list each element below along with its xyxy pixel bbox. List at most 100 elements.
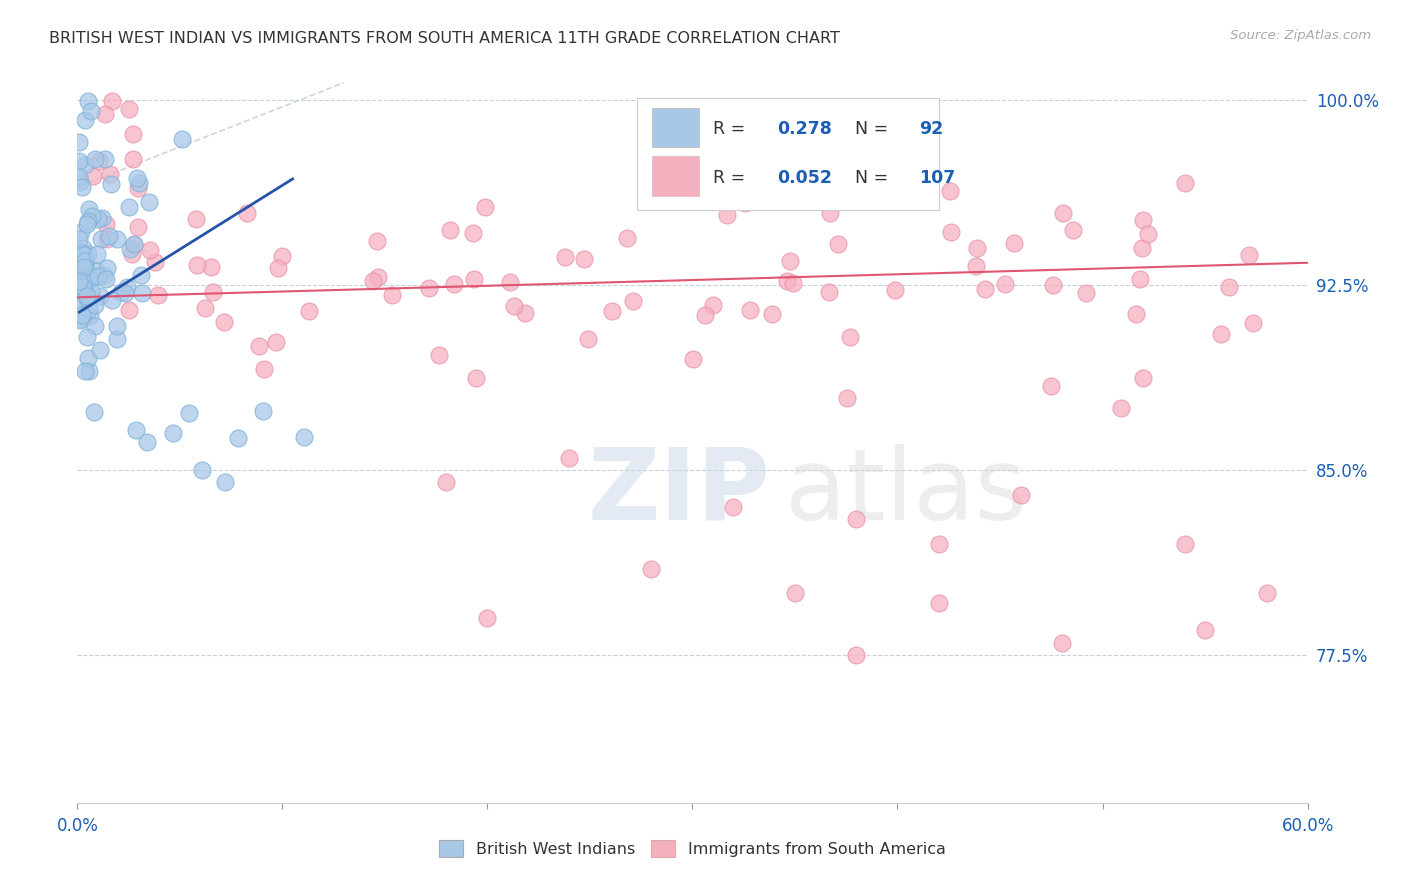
Point	[381, 288, 404, 302]
Point	[702, 298, 724, 312]
Point	[77, 94, 100, 108]
Point	[94, 272, 117, 286]
Point	[723, 500, 745, 514]
Point	[464, 371, 486, 385]
Legend: British West Indians, Immigrants from South America: British West Indians, Immigrants from So…	[433, 834, 952, 863]
Point	[135, 435, 157, 450]
Point	[818, 206, 841, 220]
Text: R =: R =	[713, 169, 751, 186]
Point	[1109, 401, 1132, 415]
Point	[783, 586, 806, 600]
Point	[72, 309, 94, 323]
Point	[439, 223, 461, 237]
Point	[827, 236, 849, 251]
Point	[83, 405, 105, 419]
Point	[782, 276, 804, 290]
Point	[87, 269, 110, 284]
Point	[1050, 635, 1073, 649]
Point	[1132, 213, 1154, 227]
Point	[779, 254, 801, 268]
Point	[72, 262, 94, 277]
FancyBboxPatch shape	[637, 98, 939, 211]
Point	[1010, 487, 1032, 501]
Point	[76, 291, 98, 305]
Point	[70, 225, 93, 239]
Point	[818, 285, 841, 299]
Point	[121, 247, 143, 261]
Point	[640, 561, 662, 575]
Point	[118, 303, 141, 318]
Point	[72, 180, 94, 194]
Point	[96, 261, 118, 276]
Point	[84, 153, 107, 167]
Text: N =: N =	[855, 120, 894, 137]
Point	[91, 211, 114, 225]
Point	[928, 537, 950, 551]
Point	[67, 169, 90, 184]
Point	[105, 318, 128, 333]
Point	[162, 426, 184, 441]
Point	[146, 287, 169, 301]
Point	[1074, 285, 1097, 300]
Point	[761, 307, 783, 321]
Point	[443, 277, 465, 291]
Point	[67, 154, 90, 169]
Point	[94, 106, 117, 120]
Point	[621, 294, 644, 309]
Point	[994, 277, 1017, 292]
Point	[1039, 378, 1062, 392]
Point	[72, 247, 94, 261]
Point	[67, 294, 90, 309]
Point	[200, 260, 222, 274]
Point	[73, 257, 96, 271]
Point	[131, 286, 153, 301]
Point	[845, 512, 868, 526]
Point	[76, 351, 98, 365]
Point	[89, 289, 111, 303]
Point	[72, 280, 94, 294]
FancyBboxPatch shape	[652, 108, 699, 147]
Point	[143, 255, 166, 269]
Point	[75, 113, 97, 128]
Point	[93, 268, 115, 282]
Point	[1125, 307, 1147, 321]
Point	[84, 264, 107, 278]
Point	[76, 218, 98, 232]
Point	[191, 463, 214, 477]
Point	[1129, 272, 1152, 286]
Point	[1237, 248, 1260, 262]
Point	[616, 231, 638, 245]
Point	[76, 330, 98, 344]
Point	[682, 351, 704, 366]
Point	[77, 364, 100, 378]
Point	[117, 200, 139, 214]
Point	[738, 302, 761, 317]
Point	[79, 272, 101, 286]
Point	[574, 252, 596, 266]
Point	[576, 332, 599, 346]
Point	[87, 154, 110, 169]
Point	[184, 211, 207, 226]
Point	[70, 312, 93, 326]
Point	[76, 289, 98, 303]
Point	[554, 250, 576, 264]
Text: 107: 107	[920, 169, 955, 186]
Point	[693, 308, 716, 322]
Point	[1052, 205, 1074, 219]
Point	[76, 289, 98, 303]
Point	[212, 315, 235, 329]
Point	[87, 212, 110, 227]
Point	[125, 423, 148, 437]
Point	[79, 103, 101, 118]
Point	[105, 332, 128, 346]
Point	[235, 206, 257, 220]
Point	[716, 208, 738, 222]
Point	[436, 475, 458, 490]
Point	[252, 403, 274, 417]
Point	[128, 176, 150, 190]
Point	[67, 279, 90, 293]
Point	[1194, 623, 1216, 637]
Point	[129, 268, 152, 282]
Point	[186, 258, 208, 272]
Point	[1132, 371, 1154, 385]
